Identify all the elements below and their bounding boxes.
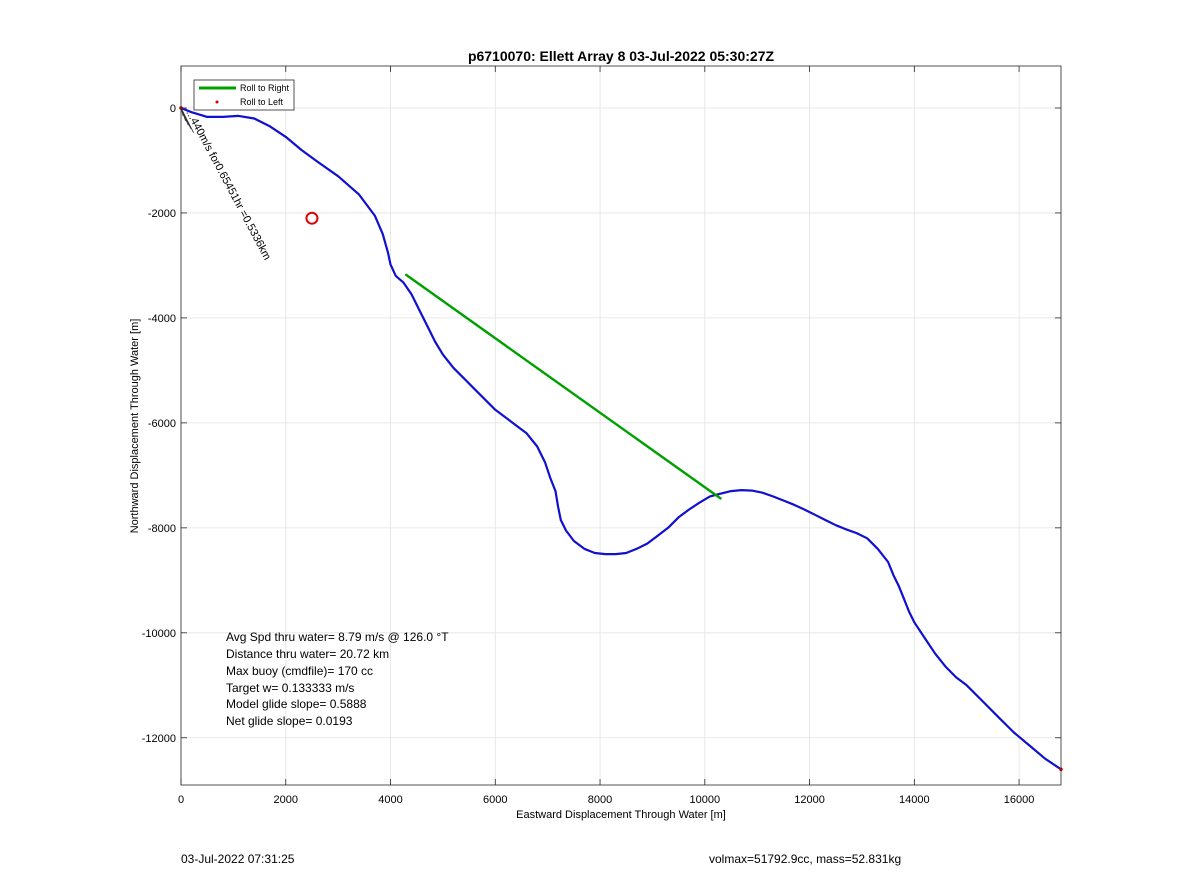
- stat-line-net-glide: Net glide slope= 0.0193: [226, 714, 353, 728]
- x-tick-label: 0: [178, 794, 184, 806]
- x-tick-label: 2000: [274, 794, 298, 806]
- y-tick-label: -2000: [148, 208, 176, 220]
- stat-line-model-glide: Model glide slope= 0.5888: [226, 697, 367, 711]
- legend-dot-roll-left: [215, 100, 219, 104]
- y-tick-label: -4000: [148, 313, 176, 325]
- stat-line-target-w: Target w= 0.133333 m/s: [226, 681, 354, 695]
- y-axis-label: Northward Displacement Through Water [m]: [129, 319, 141, 534]
- plot-border: [180, 65, 1062, 786]
- x-tick-label: 12000: [794, 794, 825, 806]
- x-tick-label: 4000: [378, 794, 402, 806]
- y-tick-label: -12000: [142, 733, 176, 745]
- x-tick-label: 10000: [690, 794, 721, 806]
- y-tick-label: 0: [170, 103, 176, 115]
- legend-box: [193, 79, 295, 111]
- legend: Roll to Right Roll to Left: [193, 79, 295, 111]
- stats-annotation: Avg Spd thru water= 8.79 m/s @ 126.0 °T …: [226, 630, 449, 728]
- legend-label-roll-right: Roll to Right: [240, 83, 290, 93]
- origin-direction-line: [180, 107, 194, 133]
- axis-ticks: 0 2000 4000 6000 8000 10000 12000 14000 16000 0 -2…: [142, 66, 1061, 806]
- chart-title: p6710070: Ellett Array 8 03-Jul-2022 05:…: [468, 48, 775, 64]
- y-tick-label: -10000: [142, 628, 176, 640]
- stat-line-distance: Distance thru water= 20.72 km: [226, 647, 389, 661]
- y-tick-label: -8000: [148, 523, 176, 535]
- x-tick-label: 8000: [588, 794, 612, 806]
- grid-lines: [180, 66, 1061, 785]
- x-tick-label: 6000: [483, 794, 507, 806]
- x-tick-label: 16000: [1004, 794, 1035, 806]
- x-tick-label: 14000: [899, 794, 930, 806]
- footer-vol-mass: volmax=51792.9cc, mass=52.831kg: [709, 852, 902, 866]
- target-circle-marker: [305, 211, 319, 225]
- x-axis-label: Eastward Displacement Through Water [m]: [516, 809, 726, 821]
- stat-line-max-buoy: Max buoy (cmdfile)= 170 cc: [226, 664, 373, 678]
- y-tick-label: -6000: [148, 418, 176, 430]
- legend-label-roll-left: Roll to Left: [240, 97, 284, 107]
- footer-timestamp: 03-Jul-2022 07:31:25: [181, 852, 295, 866]
- trajectory-series-line: [181, 106, 1061, 771]
- roll-to-right-series-line: [405, 273, 722, 500]
- stat-line-avg-speed: Avg Spd thru water= 8.79 m/s @ 126.0 °T: [226, 630, 449, 644]
